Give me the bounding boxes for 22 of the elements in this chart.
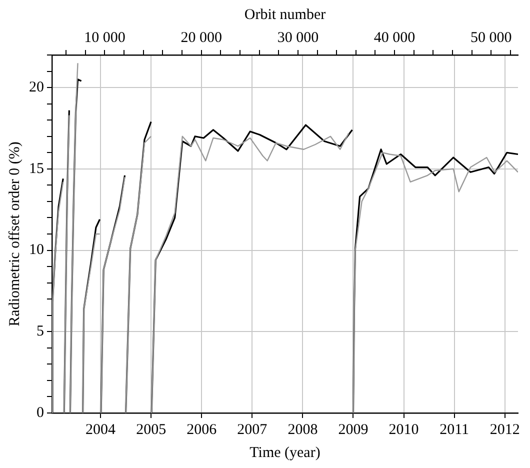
y-tick-label: 0 <box>36 404 44 421</box>
y-tick-label: 5 <box>36 324 44 340</box>
x2-axis-title: Orbit number <box>244 6 326 23</box>
x-tick-label: 2006 <box>186 422 218 438</box>
x-tick-label: 2008 <box>288 422 318 438</box>
x2-tick-label: 30 000 <box>277 30 319 46</box>
x-tick-label: 2005 <box>136 422 166 438</box>
y-tick-label: 15 <box>29 160 44 177</box>
x-tick-label: 2011 <box>440 422 470 438</box>
y-tick-label: 10 <box>29 242 44 258</box>
x-tick-label: 2007 <box>237 422 268 438</box>
y-tick-label: 20 <box>29 79 44 96</box>
y-axis-title: Radiometric offset order 0 (%) <box>6 142 23 326</box>
x2-tick-label: 10 000 <box>84 30 126 46</box>
x-tick-label: 2012 <box>490 422 520 438</box>
x-axis-title: Time (year) <box>250 444 320 461</box>
x-tick-label: 2010 <box>388 422 419 438</box>
x2-tick-label: 40 000 <box>374 30 416 46</box>
x-tick-label: 2009 <box>338 422 368 438</box>
x2-tick-label: 50 000 <box>470 30 512 46</box>
x2-tick-label: 20 000 <box>180 30 222 46</box>
x-tick-label: 2004 <box>86 422 116 438</box>
